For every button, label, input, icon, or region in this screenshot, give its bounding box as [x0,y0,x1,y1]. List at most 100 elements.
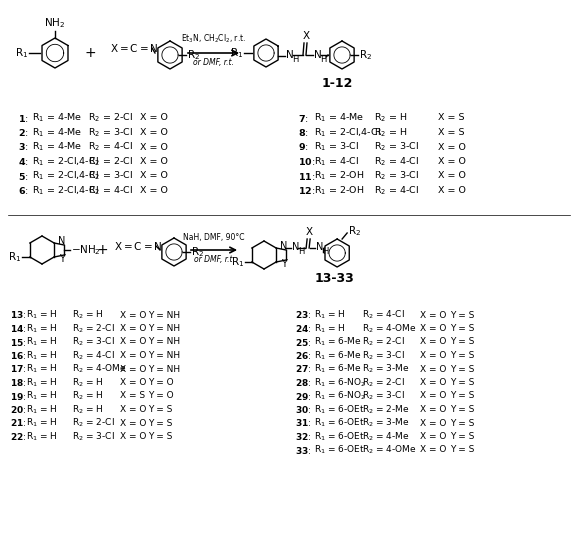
Text: Y = S: Y = S [450,351,475,360]
Text: R$_2$ = 3-Me: R$_2$ = 3-Me [362,417,410,429]
Text: X = O: X = O [438,186,466,195]
Text: Y: Y [281,259,287,269]
Text: R$_1$ = H: R$_1$ = H [26,417,58,429]
Text: R$_1$ = 6-OEt: R$_1$ = 6-OEt [314,403,365,416]
Text: $\mathbf{7}$:: $\mathbf{7}$: [298,112,309,124]
Text: R$_1$: R$_1$ [14,46,28,60]
Text: R$_1$ = 4-Cl: R$_1$ = 4-Cl [314,155,359,168]
Text: X = O: X = O [438,172,466,181]
Text: R$_1$ = 6-Me: R$_1$ = 6-Me [314,349,362,362]
Text: R$_1$ = 6-OEt: R$_1$ = 6-OEt [314,444,365,456]
Text: R$_1$: R$_1$ [8,250,21,264]
Text: Y = S: Y = S [450,405,475,414]
Text: X: X [302,31,310,41]
Text: $\mathbf{9}$:: $\mathbf{9}$: [298,141,309,152]
Text: R$_2$ = H: R$_2$ = H [72,403,103,416]
Text: R$_1$ = 2-Cl,4-Cl: R$_1$ = 2-Cl,4-Cl [32,155,99,168]
Text: $\mathbf{20}$:: $\mathbf{20}$: [10,404,27,415]
Text: $\mathbf{27}$:: $\mathbf{27}$: [295,364,312,375]
Text: Y = NH: Y = NH [148,337,180,346]
Text: X = O: X = O [420,378,446,387]
Text: H: H [320,54,327,63]
Text: $\mathbf{13}$:: $\mathbf{13}$: [10,310,27,320]
Text: X = O: X = O [420,432,446,441]
Text: Y = S: Y = S [450,392,475,400]
Text: R$_1$ = H: R$_1$ = H [314,309,346,321]
Text: X = O: X = O [140,114,168,123]
Text: X = O: X = O [420,365,446,374]
Text: +: + [84,46,96,60]
Text: Y = S: Y = S [450,432,475,441]
Text: X: X [306,227,313,237]
Text: R$_2$ = 4-Cl: R$_2$ = 4-Cl [72,349,115,362]
Text: Y = O: Y = O [148,392,173,400]
Text: R$_1$ = 2-OH: R$_1$ = 2-OH [314,184,364,197]
Text: X = S: X = S [438,128,465,137]
Text: R$_2$ = 2-Cl: R$_2$ = 2-Cl [362,376,405,389]
Text: X = O: X = O [140,157,168,166]
Text: $\mathbf{18}$:: $\mathbf{18}$: [10,377,27,388]
Text: X = O: X = O [120,351,146,360]
Text: Et$_3$N, CH$_2$Cl$_2$, r.t.: Et$_3$N, CH$_2$Cl$_2$, r.t. [181,33,246,45]
Text: R$_1$ = H: R$_1$ = H [26,309,58,321]
Text: H: H [292,54,298,63]
Text: Y = S: Y = S [450,378,475,387]
Text: NH$_2$: NH$_2$ [45,16,65,30]
Text: 13-33: 13-33 [314,272,354,285]
Text: R$_2$ = 4-Cl: R$_2$ = 4-Cl [374,184,419,197]
Text: X = O: X = O [420,446,446,455]
Text: R$_1$ = 2-Cl,4-Cl: R$_1$ = 2-Cl,4-Cl [32,169,99,182]
Text: R$_2$ = 3-Cl: R$_2$ = 3-Cl [88,169,133,182]
Text: H: H [322,247,328,256]
Text: R$_2$: R$_2$ [348,224,361,238]
Text: X = O: X = O [420,392,446,400]
Text: N: N [314,50,322,60]
Text: R$_1$ = H: R$_1$ = H [26,390,58,402]
Text: R$_1$ = 6-OEt: R$_1$ = 6-OEt [314,430,365,443]
Text: $\mathbf{21}$:: $\mathbf{21}$: [10,417,27,429]
Text: R$_1$ = H: R$_1$ = H [26,336,58,348]
Text: $\mathbf{14}$:: $\mathbf{14}$: [10,323,27,334]
Text: or DMF, r.t.: or DMF, r.t. [194,255,235,264]
Text: X = O: X = O [420,405,446,414]
Text: R$_1$ = 2-OH: R$_1$ = 2-OH [314,169,364,182]
Text: or DMF, r.t.: or DMF, r.t. [193,58,234,67]
Text: $\mathbf{4}$:: $\mathbf{4}$: [18,156,29,167]
Text: R$_1$ = H: R$_1$ = H [26,376,58,389]
Text: R$_2$ = 3-Cl: R$_2$ = 3-Cl [374,141,419,154]
Text: R$_2$ = 3-Cl: R$_2$ = 3-Cl [72,336,115,348]
Text: X = O: X = O [420,324,446,333]
Text: X = O: X = O [420,418,446,427]
Text: Y = S: Y = S [450,418,475,427]
Text: R$_2$ = 4-Me: R$_2$ = 4-Me [362,430,410,443]
Text: R$_1$ = 2-Cl,4-Cl: R$_1$ = 2-Cl,4-Cl [314,126,381,139]
Text: R$_2$ = H: R$_2$ = H [374,112,407,124]
Text: Y = S: Y = S [148,432,172,441]
Text: $\mathbf{30}$:: $\mathbf{30}$: [295,404,312,415]
Text: R$_2$ = 3-Cl: R$_2$ = 3-Cl [88,126,133,139]
Text: $\mathbf{6}$:: $\mathbf{6}$: [18,185,29,196]
Text: R$_1$ = H: R$_1$ = H [26,322,58,335]
Text: R$_2$ = 4-Cl: R$_2$ = 4-Cl [362,309,405,321]
Text: X = O: X = O [120,337,146,346]
Text: R$_1$ = 4-Me: R$_1$ = 4-Me [32,126,82,139]
Text: R$_1$ = 6-NO$_2$: R$_1$ = 6-NO$_2$ [314,390,366,402]
Text: R$_1$ = 6-OEt: R$_1$ = 6-OEt [314,417,365,429]
Text: X = O: X = O [120,418,146,427]
Text: NaH, DMF, 90°C: NaH, DMF, 90°C [183,233,244,242]
Text: R$_2$ = H: R$_2$ = H [72,376,103,389]
Text: H: H [298,247,305,256]
Text: $\mathbf{11}$:: $\mathbf{11}$: [298,171,316,182]
Text: R$_2$ = 3-Cl: R$_2$ = 3-Cl [362,349,405,362]
Text: Y = S: Y = S [450,337,475,346]
Text: X = S: X = S [438,114,465,123]
Text: $\mathbf{5}$:: $\mathbf{5}$: [18,171,29,182]
Text: Y = NH: Y = NH [148,351,180,360]
Text: $\mathbf{25}$:: $\mathbf{25}$: [295,336,312,348]
Text: Y = NH: Y = NH [148,324,180,333]
Text: X = O: X = O [140,142,168,151]
Text: R$_2$ = 2-Cl: R$_2$ = 2-Cl [72,322,115,335]
Text: Y = NH: Y = NH [148,365,180,374]
Text: X = O: X = O [120,405,146,414]
Text: R$_1$: R$_1$ [231,255,244,269]
